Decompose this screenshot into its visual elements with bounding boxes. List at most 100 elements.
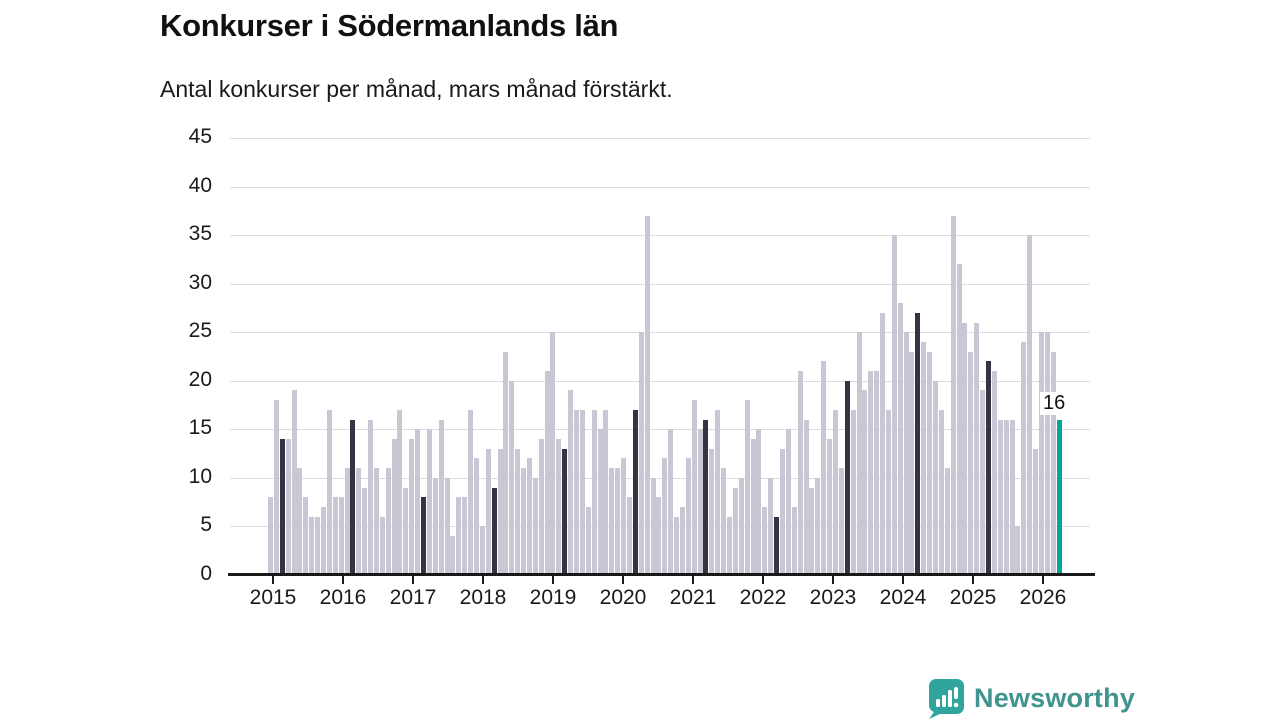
latest-value-label: 16 — [1040, 392, 1069, 415]
x-tick-label-2024: 2024 — [879, 586, 927, 609]
x-tick-2015 — [272, 576, 274, 584]
bar-2020-12 — [686, 458, 691, 575]
bar-2019-08 — [592, 410, 597, 575]
bar-2022-08 — [804, 420, 809, 575]
grid-line-20 — [230, 381, 1090, 382]
newsworthy-logo[interactable]: Newsworthy — [928, 678, 1135, 719]
bar-2016-06 — [368, 420, 373, 575]
bar-2018-10 — [533, 478, 538, 575]
bar-2016-01 — [339, 497, 344, 575]
bar-2021-02 — [698, 429, 703, 575]
bar-2022-12 — [827, 439, 832, 575]
bar-2018-12 — [545, 371, 550, 575]
bar-2024-01 — [904, 332, 909, 575]
bar-2022-04 — [780, 449, 785, 575]
bar-2020-11 — [680, 507, 685, 575]
bar-2016-07 — [374, 468, 379, 575]
bar-2015-04 — [286, 439, 291, 575]
bar-2022-02 — [768, 478, 773, 575]
badge-shape — [928, 679, 964, 719]
bar-2023-12 — [898, 303, 903, 575]
bar-2019-03 — [562, 449, 567, 575]
bar-2022-03 — [774, 517, 779, 575]
bar-2019-04 — [568, 390, 573, 575]
bar-2025-07 — [1010, 420, 1015, 575]
bar-2023-09 — [880, 313, 885, 575]
bar-2025-06 — [1004, 420, 1009, 575]
bar-2018-01 — [480, 526, 485, 575]
bar-2016-05 — [362, 488, 367, 575]
bar-2017-02 — [415, 429, 420, 575]
bar-2021-05 — [715, 410, 720, 575]
bar-2026-02 — [1051, 352, 1056, 575]
bar-2022-07 — [798, 371, 803, 575]
bar-2026-03 — [1057, 420, 1062, 575]
x-tick-label-2025: 2025 — [949, 586, 997, 609]
x-tick-2024 — [902, 576, 904, 584]
bar-2015-02 — [274, 400, 279, 575]
y-tick-label-40: 40 — [188, 174, 212, 197]
bar-2024-10 — [957, 264, 962, 575]
y-tick-label-0: 0 — [200, 562, 212, 585]
grid-line-10 — [230, 478, 1090, 479]
x-tick-2025 — [972, 576, 974, 584]
bar-2019-06 — [580, 410, 585, 575]
bar-2021-08 — [733, 488, 738, 575]
y-tick-label-35: 35 — [188, 222, 212, 245]
bar-2022-01 — [762, 507, 767, 575]
bar-2016-02 — [345, 468, 350, 575]
x-tick-2020 — [622, 576, 624, 584]
bar-2024-02 — [909, 352, 914, 575]
bar-2018-08 — [521, 468, 526, 575]
x-tick-label-2015: 2015 — [249, 586, 297, 609]
x-tick-2022 — [762, 576, 764, 584]
x-tick-2017 — [412, 576, 414, 584]
bar-2025-04 — [992, 371, 997, 575]
bar-2024-06 — [933, 381, 938, 575]
bar-2018-09 — [527, 458, 532, 575]
bar-2024-09 — [951, 216, 956, 575]
bar-2020-07 — [656, 497, 661, 575]
bar-2019-02 — [556, 439, 561, 575]
bar-2019-12 — [615, 468, 620, 575]
bar-2022-11 — [821, 361, 826, 575]
bar-2016-12 — [403, 488, 408, 575]
bar-2020-05 — [645, 216, 650, 575]
bar-2018-06 — [509, 381, 514, 575]
bar-2023-07 — [868, 371, 873, 575]
bar-2025-10 — [1027, 235, 1032, 575]
grid-line-25 — [230, 332, 1090, 333]
bar-2020-10 — [674, 517, 679, 575]
grid-line-35 — [230, 235, 1090, 236]
bar-2017-09 — [456, 497, 461, 575]
bar-2021-06 — [721, 468, 726, 575]
bar-2017-12 — [474, 458, 479, 575]
grid-line-30 — [230, 284, 1090, 285]
bar-2017-03 — [421, 497, 426, 575]
bar-2023-02 — [839, 468, 844, 575]
bar-2016-11 — [397, 410, 402, 575]
bar-2021-09 — [739, 478, 744, 575]
newsworthy-logo-text: Newsworthy — [974, 683, 1136, 713]
bar-2015-08 — [309, 517, 314, 575]
bar-2016-10 — [392, 439, 397, 575]
y-tick-label-15: 15 — [188, 416, 212, 439]
bar-2015-05 — [292, 390, 297, 575]
bar-2025-01 — [974, 323, 979, 575]
bar-2021-01 — [692, 400, 697, 575]
bar-2015-06 — [297, 468, 302, 575]
bar-2024-04 — [921, 342, 926, 575]
y-tick-label-25: 25 — [188, 319, 212, 342]
bar-2020-08 — [662, 458, 667, 575]
x-tick-label-2018: 2018 — [459, 586, 507, 609]
x-tick-label-2017: 2017 — [389, 586, 437, 609]
x-tick-label-2022: 2022 — [739, 586, 787, 609]
bar-2018-11 — [539, 439, 544, 575]
grid-line-40 — [230, 187, 1090, 188]
bar-2020-02 — [627, 497, 632, 575]
bar-2019-09 — [598, 429, 603, 575]
x-tick-label-2021: 2021 — [669, 586, 717, 609]
y-tick-label-5: 5 — [200, 513, 212, 536]
bar-2017-01 — [409, 439, 414, 575]
bar-2016-03 — [350, 420, 355, 575]
